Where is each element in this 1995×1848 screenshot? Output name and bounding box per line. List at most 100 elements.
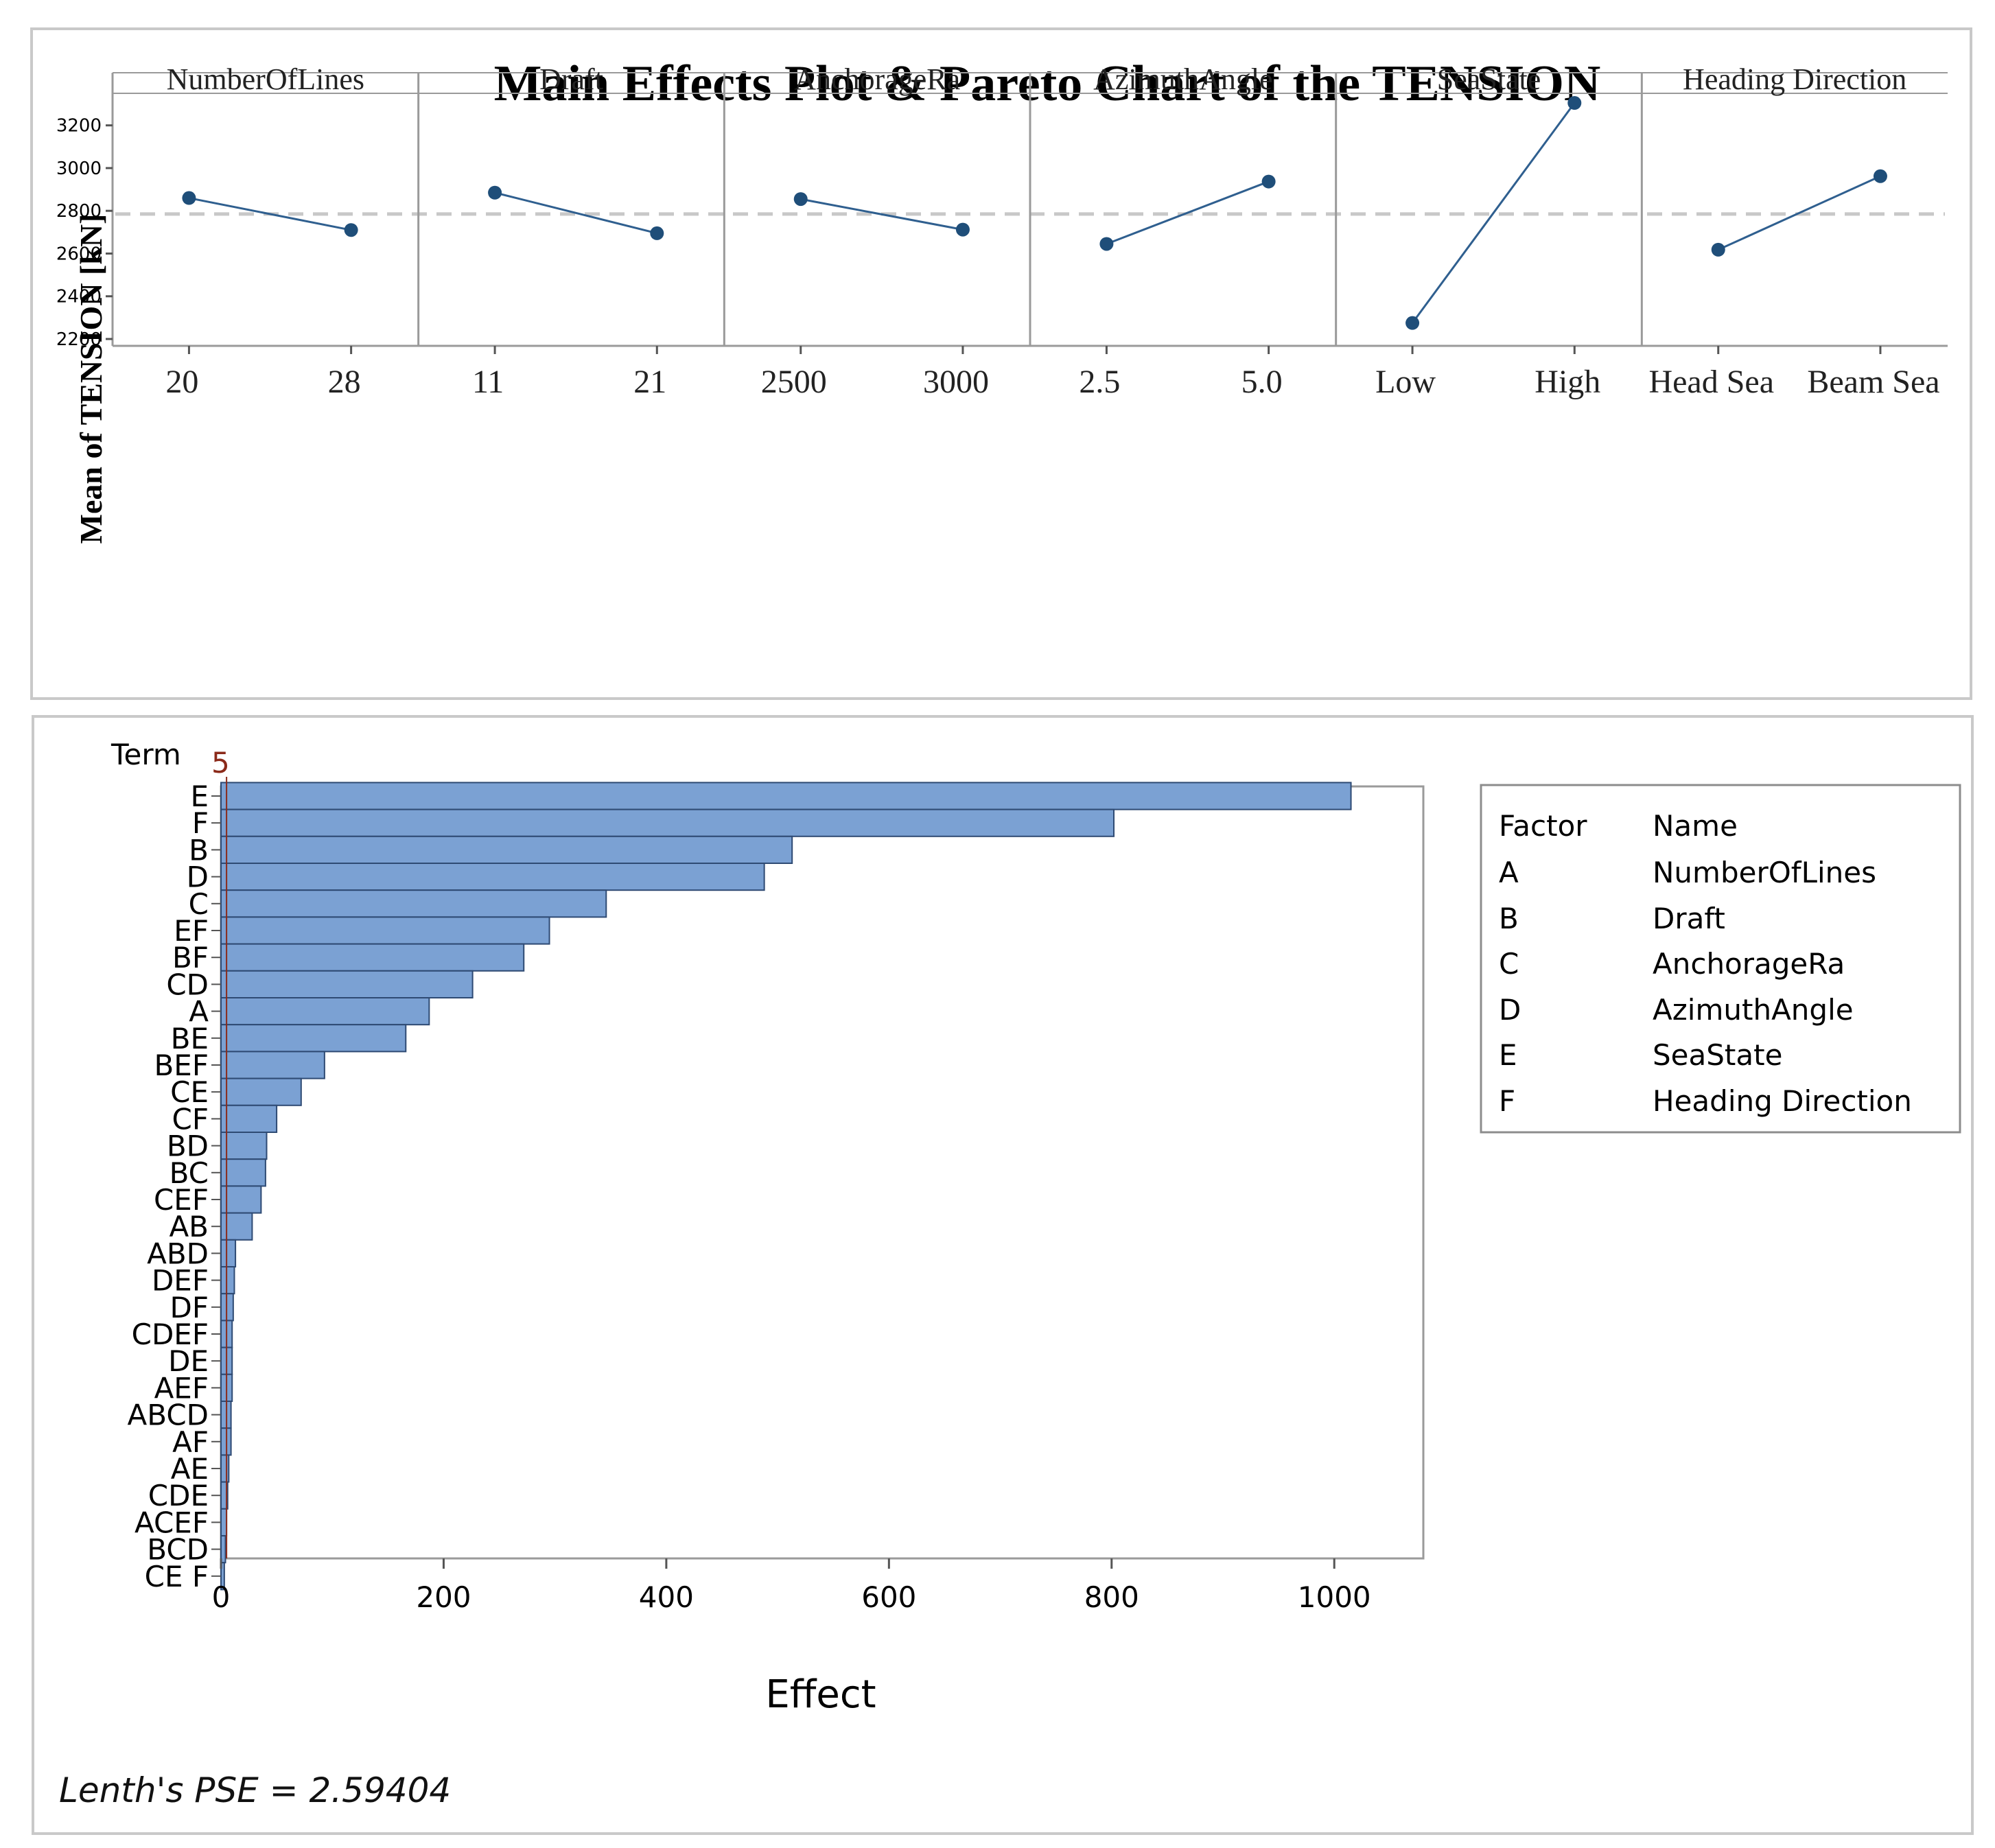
y-tick-label: 3000 — [56, 159, 102, 179]
legend-factor: B — [1499, 902, 1519, 935]
effect-point — [1711, 242, 1725, 257]
lenth-pse-footnote: Lenth's PSE = 2.59404 — [59, 1770, 451, 1810]
x-tick-label: 0 — [212, 1580, 231, 1614]
x-tick-label: 200 — [416, 1580, 471, 1614]
legend-box — [1480, 784, 1961, 1134]
y-tick-label: 2600 — [56, 244, 102, 264]
legend-name: AnchorageRa — [1653, 947, 1845, 981]
x-tick-label: 11 — [472, 364, 504, 400]
x-tick-label: 20 — [165, 364, 198, 400]
pareto-bar — [220, 1454, 230, 1483]
panel-header: SeaState — [1437, 62, 1541, 96]
y-tick-label: 2200 — [56, 329, 102, 350]
alpha-reference-label: 5 — [211, 746, 230, 780]
x-tick-label: 400 — [639, 1580, 694, 1614]
effect-line — [494, 191, 657, 235]
effect-point — [1099, 237, 1114, 251]
term-label: AF — [172, 1425, 209, 1459]
x-tick-label: Beam Sea — [1807, 364, 1939, 400]
pareto-bar — [220, 1024, 407, 1053]
legend-name: AzimuthAngle — [1653, 993, 1854, 1027]
term-label: AEF — [154, 1371, 209, 1405]
effect-point — [488, 185, 502, 200]
pareto-bar — [220, 835, 793, 865]
term-label: F — [192, 806, 209, 840]
term-label: B — [189, 833, 209, 867]
pareto-chart: Term 5 EFBDCEFBFCDABEBEFCECFBDBCCEFABABD… — [59, 738, 1961, 1810]
effect-point — [955, 222, 970, 237]
x-tick-label: Low — [1375, 364, 1436, 400]
chart-title: Main Effects Plot & Pareto Chart of the … — [494, 56, 1601, 112]
term-label: BEF — [154, 1049, 209, 1082]
term-label: AE — [171, 1452, 209, 1486]
term-label: BF — [172, 941, 209, 974]
pareto-bar — [220, 863, 765, 891]
effect-point — [793, 192, 808, 207]
panel-header: Draft — [539, 62, 603, 96]
x-tick-label: 1000 — [1298, 1580, 1371, 1614]
panel-header: AnchorageRa — [794, 62, 960, 96]
x-tick-label: 3000 — [923, 364, 989, 400]
legend-name: Heading Direction — [1653, 1084, 1912, 1118]
x-axis-label: Effect — [765, 1672, 876, 1717]
main-effects-panel: Main Effects Plot & Pareto Chart of the … — [30, 27, 1972, 700]
term-label: AB — [169, 1210, 209, 1243]
pareto-bar — [220, 889, 607, 918]
pareto-plot-area: EFBDCEFBFCDABEBEFCECFBDBCCEFABABDDEFDFCD… — [128, 777, 1425, 1614]
legend-name: NumberOfLines — [1653, 856, 1876, 889]
main-effects-plot-area: 2200 2400 2600 2800 3000 3200 NumberOfLines 20 2… — [56, 62, 1948, 400]
term-label: ABD — [147, 1237, 209, 1270]
x-tick-label: 600 — [861, 1580, 916, 1614]
term-label: C — [189, 887, 209, 921]
pareto-bar — [220, 997, 430, 1026]
term-label: CEF — [154, 1183, 209, 1217]
effect-point — [1873, 169, 1887, 183]
pareto-bar — [220, 1132, 268, 1160]
y-tick-label: 2800 — [56, 201, 102, 222]
pareto-bar — [220, 1077, 302, 1106]
term-label: CDE — [148, 1479, 209, 1512]
panel-header: AzimuthAngle — [1093, 62, 1273, 96]
panel-header: NumberOfLines — [167, 62, 364, 96]
term-label: DE — [168, 1344, 209, 1378]
term-label: ACEF — [135, 1506, 209, 1539]
term-label: E — [190, 780, 209, 813]
legend-factor: F — [1499, 1084, 1515, 1118]
effect-line — [1411, 102, 1576, 324]
x-tick-label: 2.5 — [1079, 364, 1120, 400]
term-label: ABCD — [128, 1399, 209, 1432]
x-tick-label: 21 — [633, 364, 666, 400]
effect-line — [189, 197, 351, 231]
effect-line — [1718, 175, 1881, 251]
pareto-bar — [220, 1212, 253, 1241]
term-label: BCD — [147, 1533, 209, 1567]
y-tick-label: 3200 — [56, 116, 102, 137]
pareto-bar — [220, 1051, 325, 1079]
term-label: BD — [167, 1130, 209, 1163]
x-tick-label: High — [1535, 364, 1600, 400]
x-tick-label: 2500 — [761, 364, 827, 400]
term-label: EF — [174, 914, 209, 948]
legend-name: Draft — [1653, 902, 1725, 935]
effect-point — [344, 223, 358, 237]
pareto-bar — [220, 943, 525, 972]
term-label: A — [189, 995, 209, 1029]
legend-factor: A — [1499, 856, 1519, 889]
x-tick-label: 5.0 — [1241, 364, 1283, 400]
pareto-bar — [220, 808, 1115, 837]
effect-point — [1261, 174, 1276, 189]
term-label: CD — [166, 968, 209, 1001]
effect-point — [1567, 96, 1582, 110]
legend-header-name: Name — [1653, 809, 1738, 843]
pareto-bar — [220, 1158, 266, 1187]
term-label: CE — [170, 1075, 209, 1109]
y-axis-label: Mean of TENSION [kN] — [73, 214, 108, 544]
pareto-bar — [220, 916, 550, 945]
factor-legend: Factor Name A NumberOfLines B Draft C An… — [1480, 784, 1961, 1134]
term-label: DF — [170, 1291, 209, 1324]
x-tick-label: 800 — [1084, 1580, 1139, 1614]
effect-point — [182, 191, 196, 205]
x-tick-label: 28 — [328, 364, 361, 400]
term-label: CE F — [145, 1560, 209, 1593]
legend-factor: C — [1499, 947, 1519, 981]
